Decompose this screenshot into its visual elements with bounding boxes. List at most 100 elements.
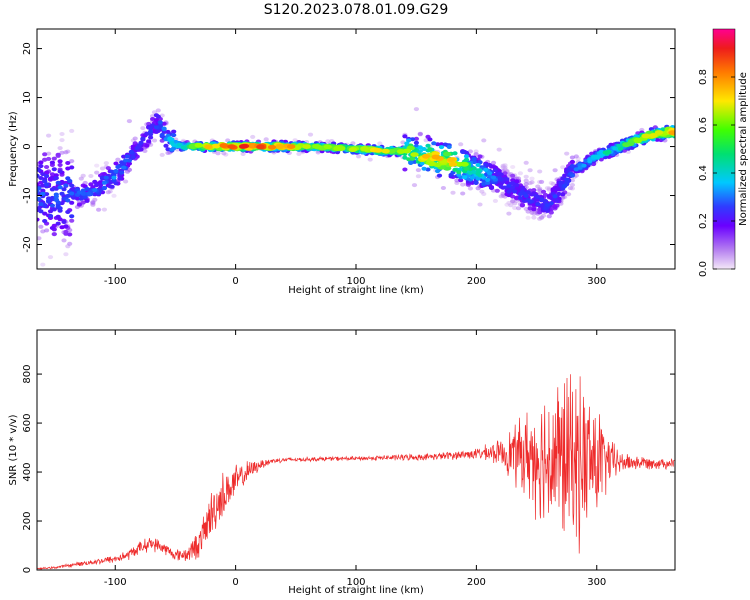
spectrogram-cell xyxy=(42,211,48,216)
spectrogram-cell xyxy=(438,142,445,147)
spectrogram-cell xyxy=(535,202,541,207)
spectrogram-cell xyxy=(155,129,161,133)
spectrogram-cell xyxy=(421,166,427,171)
spectrogram-cell xyxy=(552,168,558,173)
spectrogram-cell xyxy=(121,165,127,170)
colorbar-gradient xyxy=(712,28,736,270)
spectrogram-cell xyxy=(59,150,65,155)
spectrogram-cell xyxy=(146,139,152,144)
spectrogram-cell xyxy=(240,152,246,156)
figure-title: S120.2023.078.01.09.G29 xyxy=(264,2,449,18)
spectrogram-cell xyxy=(171,146,177,151)
spectrogram-cell xyxy=(88,174,94,178)
spectrogram-cell xyxy=(98,182,104,187)
spectrogram-cell xyxy=(94,163,100,168)
snr-series-line xyxy=(37,374,675,570)
spectrogram-cell xyxy=(292,138,298,143)
spectrogram-cell xyxy=(57,163,63,167)
spectrogram-cell xyxy=(49,172,56,177)
spectrogram-cell xyxy=(604,150,610,155)
spectrogram-cell xyxy=(446,157,456,163)
spectrogram-cell xyxy=(515,206,522,211)
spectrogram-cell xyxy=(487,163,493,167)
spectrogram-cell xyxy=(569,183,576,187)
spectrogram-cell xyxy=(413,136,419,141)
spectrogram-cell xyxy=(55,221,61,226)
spectrogram-cell xyxy=(40,262,46,267)
spectrogram-cell xyxy=(641,133,650,139)
spectrogram-cell xyxy=(312,144,321,149)
spectrogram-cell xyxy=(38,202,44,207)
spectrogram-cell xyxy=(123,179,129,184)
spectrogram-cell xyxy=(502,185,508,190)
snr-y-axis-label: SNR (10 * v/v) xyxy=(8,414,19,485)
spectrogram-cell xyxy=(483,167,489,172)
spectrogram-cell xyxy=(440,186,446,190)
spectrogram-cell xyxy=(413,140,419,145)
spectrogram-cell xyxy=(111,193,117,198)
spectrogram-cell xyxy=(115,157,121,162)
spectrogram-cell xyxy=(569,173,576,178)
spectrogram-cell xyxy=(69,165,75,170)
spectrogram-cell xyxy=(427,137,433,142)
spectrogram-cell xyxy=(523,194,529,198)
spectrogram-cell xyxy=(67,241,73,246)
spectrogram-cell xyxy=(411,183,418,188)
spectrogram-x-tick-label: 200 xyxy=(467,276,486,287)
spectrogram-cell xyxy=(155,114,161,119)
spectrogram-cell xyxy=(427,161,436,167)
spectrogram-cell xyxy=(415,174,421,179)
spectrogram-cell xyxy=(622,142,631,148)
spectrogram-cell xyxy=(531,215,537,220)
spectrogram-y-ticks: -20 -10 0 10 20 xyxy=(22,42,675,253)
spectrogram-cell xyxy=(523,160,529,165)
spectrogram-cell xyxy=(467,186,473,191)
spectrogram-cell xyxy=(113,161,119,166)
spectrogram-cell xyxy=(419,161,425,166)
spectrogram-cell xyxy=(67,232,73,237)
spectrogram-cell xyxy=(302,144,311,150)
spectrogram-cell xyxy=(417,132,423,137)
spectrogram-cell xyxy=(76,202,82,207)
spectrogram-cell xyxy=(51,156,57,161)
spectrogram-cell xyxy=(562,184,568,189)
spectrogram-cell xyxy=(63,150,69,155)
spectrogram-cell xyxy=(473,152,479,157)
spectrogram-cell xyxy=(446,145,452,149)
spectrogram-cell xyxy=(552,205,558,209)
spectrogram-cell xyxy=(101,172,107,176)
spectrogram-cell xyxy=(458,178,464,183)
spectrogram-cell xyxy=(654,137,660,142)
spectrogram-cell xyxy=(55,204,61,209)
spectrogram-cell xyxy=(109,169,115,174)
spectrogram-cell xyxy=(148,126,154,131)
spectrogram-x-tick-label: 100 xyxy=(346,276,365,287)
spectrogram-cell xyxy=(569,164,576,168)
spectrogram-cell xyxy=(506,189,512,194)
colorbar: 0.0 0.2 0.4 0.6 0.8 Normalized spectral ampl… xyxy=(698,28,749,277)
spectrogram-cell xyxy=(529,176,535,181)
spectrogram-cell xyxy=(413,107,419,112)
spectrogram-cell xyxy=(512,205,518,210)
spectrogram-cell xyxy=(49,187,56,192)
spectrogram-cell xyxy=(78,176,84,181)
spectrogram-cell xyxy=(460,191,466,196)
spectrogram-cell xyxy=(40,188,46,193)
spectrogram-cell xyxy=(517,171,524,176)
spectrogram-cell xyxy=(53,197,59,202)
spectrogram-cell xyxy=(539,215,545,220)
spectrogram-cell xyxy=(490,175,497,180)
spectrogram-cell xyxy=(435,169,441,174)
spectrogram-cell xyxy=(415,168,421,173)
spectrogram-cell xyxy=(44,182,50,187)
spectrogram-cell xyxy=(37,217,40,222)
spectrogram-cell xyxy=(519,203,526,208)
spectrogram-cell xyxy=(425,167,431,172)
spectrogram-cell xyxy=(171,129,177,134)
spectrogram-cell xyxy=(487,171,493,176)
spectrogram-cell xyxy=(560,176,566,181)
spectrogram-x-tick-label: 300 xyxy=(587,276,606,287)
spectrogram-cell xyxy=(153,125,159,130)
spectrogram-cell xyxy=(40,172,46,177)
